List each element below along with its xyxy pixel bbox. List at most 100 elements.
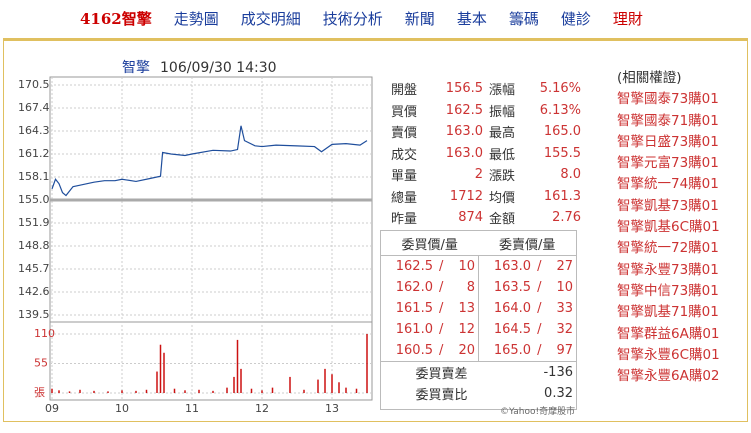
warrant-link[interactable]: 智擎凱基71購01 [617, 304, 719, 321]
order-qty: 27 [556, 259, 573, 274]
quote-label: 金額 [489, 212, 516, 228]
summary-label: 委買賣差 [415, 367, 468, 382]
quote-value: 156.5 [445, 81, 484, 97]
order-sep: / [438, 343, 444, 358]
quote-label: 漲跌 [489, 169, 516, 185]
order-sep: / [537, 301, 542, 316]
y-tick-label: 161.2 [18, 147, 50, 160]
quote-row: 賣價 163.0 最高 165.0 [388, 121, 584, 143]
orderbook-row: 161.0 / 12 164.5 / 32 [381, 319, 576, 340]
warrant-link[interactable]: 智擎永豐6C購01 [617, 346, 720, 363]
orderbook-header-cell: 委買價/量 [381, 231, 479, 256]
y-tick-label: 142.6 [18, 285, 50, 298]
order-qty: 13 [449, 298, 479, 319]
warrant-link[interactable]: 智擎統一74購01 [617, 176, 719, 193]
quote-label: 漲幅 [489, 83, 516, 99]
warrant-link[interactable]: 智擎統一72購01 [617, 240, 719, 257]
quote-value: 162.5 [445, 102, 484, 118]
warrant-link[interactable]: 智擎元富73購01 [617, 155, 719, 172]
quote-value: 163.0 [445, 145, 484, 161]
warrant-link[interactable]: 智擎永豐73購01 [617, 261, 719, 278]
x-tick-label: 09 [45, 402, 59, 415]
nav-item[interactable]: 技術分析 [322, 10, 383, 28]
warrant-link[interactable]: 智擎日盛73購01 [617, 133, 719, 150]
quote-row: 開盤 156.5 漲幅 5.16% [388, 78, 584, 100]
quote-value: 8.0 [560, 167, 582, 183]
summary-value: -136 [543, 365, 573, 380]
nav-item[interactable]: 基本 [456, 10, 487, 28]
summary-row: 委買賣差 -136 [381, 362, 576, 384]
warrant-link[interactable]: 智擎中信73購01 [617, 282, 719, 299]
quote-row: 昨量 874 金額 2.76 [388, 207, 584, 229]
y2-tick-label: 55 [34, 357, 48, 370]
y-tick-label: 155.0 [18, 193, 50, 206]
quote-row: 成交 163.0 最低 155.5 [388, 143, 584, 165]
order-qty: 32 [556, 322, 573, 337]
quote-label: 賣價 [391, 126, 418, 142]
nav-item[interactable]: 成交明細 [240, 10, 301, 28]
nav-item[interactable]: 4162智擎 [80, 10, 152, 28]
order-price: 163.5 [493, 280, 532, 295]
warrant-link[interactable]: 智擎群益6A購01 [617, 325, 720, 342]
y-tick-label: 151.9 [18, 216, 50, 229]
price-line [51, 125, 368, 197]
order-price: 163.0 [493, 259, 532, 274]
quote-label: 振幅 [489, 104, 516, 120]
nav-item[interactable]: 理財 [612, 10, 643, 28]
orderbook-summary: 委買賣差 -136 委買賣比 0.32 [381, 361, 576, 404]
order-price: 165.0 [493, 343, 532, 358]
warrant-link[interactable]: 智擎國泰71購01 [617, 112, 719, 129]
quote-value: 6.13% [539, 102, 582, 118]
warrant-link[interactable]: 智擎凱基6C購01 [617, 219, 720, 236]
order-qty: 12 [449, 319, 479, 340]
quote-value: 5.16% [539, 81, 582, 97]
quote-label: 最低 [489, 147, 516, 163]
order-sep: / [438, 322, 444, 337]
warrants-title: (相關權證) [617, 70, 682, 86]
plot-frame [49, 76, 373, 401]
nav-item[interactable]: 籌碼 [508, 10, 539, 28]
quote-value: 874 [458, 210, 484, 226]
summary-value: 0.32 [544, 386, 573, 401]
order-price: 160.5 [395, 343, 433, 358]
warrants: (相關權證) 智擎國泰73購01 智擎國泰71購01 智擎日盛73購01 智擎元富73購… [617, 68, 720, 387]
quote-label: 開盤 [391, 83, 418, 99]
order-price: 161.5 [395, 301, 433, 316]
y-tick-label: 164.3 [18, 124, 50, 137]
nav-item[interactable]: 新聞 [404, 10, 435, 28]
y-tick-label: 158.1 [18, 170, 50, 183]
order-sep: / [537, 259, 542, 274]
warrant-link[interactable]: 智擎國泰73購01 [617, 91, 719, 108]
quote-table: 開盤 156.5 漲幅 5.16% 買價 162.5 振幅 6.13% 賣價 163.0 最高 165… [388, 78, 584, 229]
nav-item[interactable]: 走勢圖 [173, 10, 219, 28]
x-tick-label: 11 [185, 402, 199, 415]
quote-value: 2 [474, 167, 484, 183]
nav-item[interactable]: 健診 [560, 10, 591, 28]
quote-row: 單量 2 漲跌 8.0 [388, 164, 584, 186]
y-tick-label: 167.4 [18, 101, 50, 114]
quote-label: 昨量 [391, 212, 418, 228]
order-qty: 10 [556, 280, 573, 295]
orderbook-row: 162.0 / 8 163.5 / 10 [381, 277, 576, 298]
warrant-link[interactable]: 智擎凱基73購01 [617, 197, 719, 214]
quote-label: 最高 [489, 126, 516, 142]
order-price: 164.5 [493, 322, 532, 337]
order-price: 161.0 [395, 322, 433, 337]
quote-value: 165.0 [543, 124, 582, 140]
warrant-link[interactable]: 智擎永豐6A購02 [617, 368, 720, 385]
order-qty: 10 [449, 255, 479, 277]
orderbook-row: 160.5 / 20 165.0 / 97 [381, 340, 576, 361]
y-tick-label: 170.5 [18, 78, 50, 91]
summary-row: 委買賣比 0.32 [381, 383, 576, 404]
order-price: 162.0 [395, 280, 433, 295]
order-price: 162.5 [395, 259, 433, 274]
y-tick-label: 148.8 [18, 239, 50, 252]
order-sep: / [438, 259, 444, 274]
chart-title: 智擎 [122, 60, 150, 76]
nav: 4162智擎 走勢圖 成交明細 技術分析 新聞 基本 籌碼 健診 理財 [80, 8, 665, 29]
quote-value: 155.5 [543, 145, 582, 161]
orderbook-row: 162.5 / 10 163.0 / 27 [381, 255, 576, 277]
orderbook-header-cell: 委賣價/量 [478, 231, 576, 256]
